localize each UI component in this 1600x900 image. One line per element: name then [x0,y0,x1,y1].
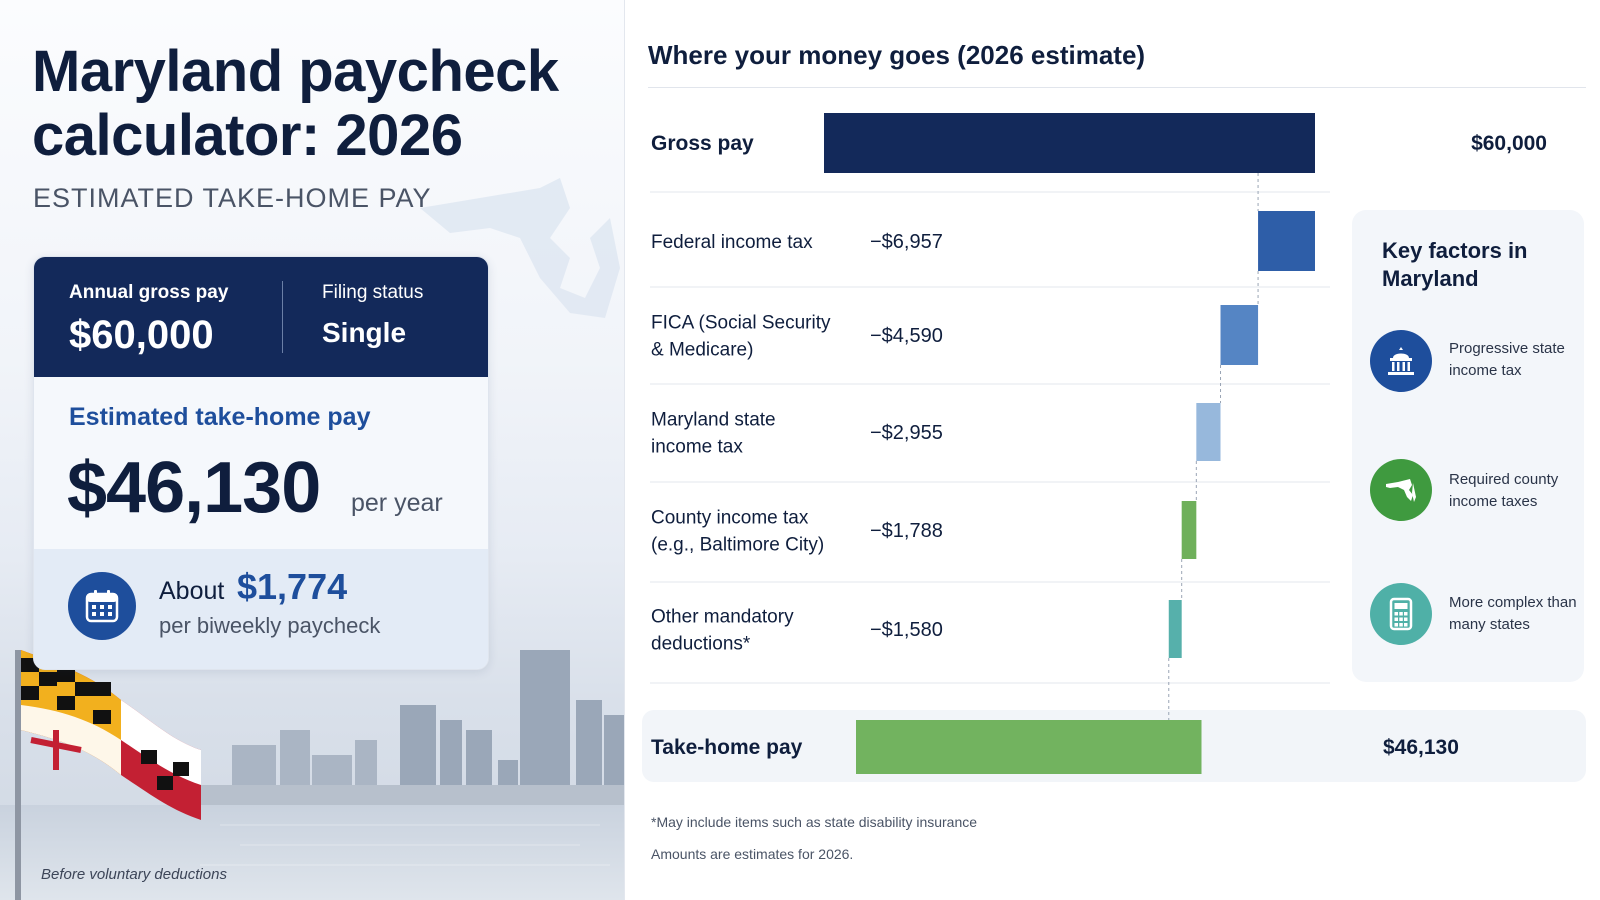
category-label: Federal income tax [651,232,813,253]
factor-complexity: More complex than many states [1449,594,1577,633]
card-header [34,257,488,377]
deduction-value-label: −$6,957 [870,231,943,253]
capitol-building-icon [1370,330,1432,392]
take-home-label: Estimated take-home pay [69,403,371,431]
voluntary-deductions-note: Before voluntary deductions [41,866,227,883]
maryland-silhouette-icon [420,178,620,318]
deduction-value-label: −$1,580 [870,619,943,641]
waterfall-bar [1196,403,1221,461]
factor-progressive-tax: Progressive state income tax [1449,340,1565,379]
take-home-unit: per year [351,489,443,517]
category-label: Other mandatory deductions* [651,607,794,655]
deduction-value-label: −$4,590 [870,325,943,347]
maryland-map-icon [1370,459,1432,521]
factor-county-taxes: Required county income taxes [1449,471,1559,510]
gross-pay-value: $60,000 [69,313,214,357]
deduction-value-label: −$1,788 [870,520,943,542]
gross-pay-label: Annual gross pay [69,282,229,303]
category-label: Maryland state income tax [651,410,776,458]
card-header-divider [282,281,283,353]
calculator-icon [1370,583,1432,645]
chart-title-rule [648,87,1586,88]
category-label: Take-home pay [651,736,803,759]
category-label: FICA (Social Security & Medicare) [651,313,831,361]
waterfall-bar [1258,211,1315,271]
waterfall-bar [1168,600,1182,658]
footnote-disability-insurance: *May include items such as state disabil… [651,814,978,830]
filing-status-value: Single [322,317,407,348]
waterfall-bar [856,720,1202,774]
category-label: County income tax (e.g., Baltimore City) [651,508,824,556]
waterfall-bar [1181,501,1197,559]
calendar-icon [68,572,136,640]
deduction-value-label: −$2,955 [870,422,943,444]
waterfall-bar [1220,305,1259,365]
waterfall-bar [824,113,1315,173]
city-skyline-illustration [0,650,624,900]
biweekly-paycheck-value: $1,774 [237,566,348,607]
chart-title: Where your money goes (2026 estimate) [648,40,1146,70]
take-home-summary-card: Annual gross pay $60,000 Filing status S… [33,256,489,670]
take-home-value-label: $46,130 [1383,736,1459,759]
take-home-value: $46,130 [67,448,321,528]
biweekly-paycheck-unit: per biweekly paycheck [159,613,381,638]
gross-pay-value-label: $60,000 [1471,132,1547,155]
filing-status-label: Filing status [322,282,424,303]
category-label: Gross pay [651,132,754,155]
footnote-estimates: Amounts are estimates for 2026. [651,846,854,862]
about-label: About [159,577,225,605]
panel-divider [624,0,625,900]
page-subtitle: ESTIMATED TAKE-HOME PAY [33,183,432,213]
key-factors-title: Key factors in Maryland [1382,238,1528,291]
page-title: Maryland paycheck calculator: 2026 [32,39,559,168]
